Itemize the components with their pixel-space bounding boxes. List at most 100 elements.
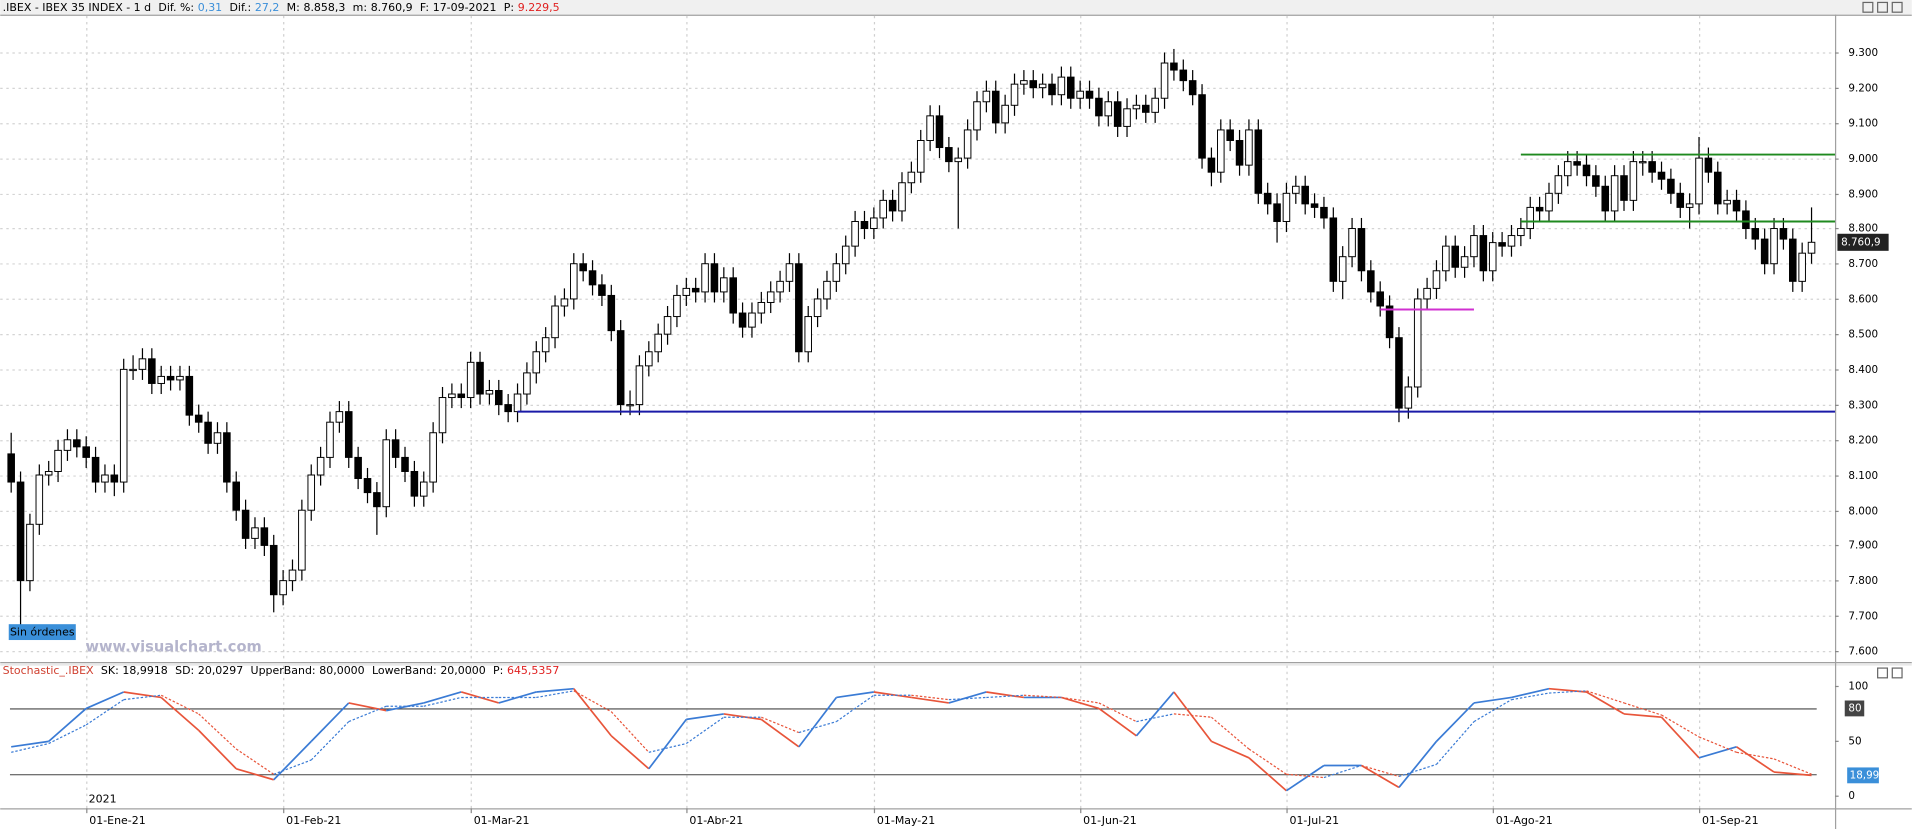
candle-body <box>1517 228 1525 237</box>
indicator-line <box>648 742 687 753</box>
candle-body <box>1507 235 1516 247</box>
candle-body <box>916 140 925 173</box>
candle-body <box>7 453 15 483</box>
indicator-line <box>1773 771 1812 777</box>
candle-body <box>663 316 672 335</box>
indicator-line <box>1173 713 1212 718</box>
candle-body <box>1582 164 1591 177</box>
indicator-header: Stochastic_.IBEX SK: 18,9918 SD: 20,0297 Uppe… <box>3 664 560 677</box>
field-value: 20,0297 <box>198 664 243 677</box>
field-value: 17-09-2021 <box>433 1 497 14</box>
minimize-button[interactable] <box>1862 1 1874 13</box>
indicator-line <box>1286 773 1324 779</box>
candle-body <box>832 263 841 282</box>
candle-body <box>1526 206 1535 230</box>
candle-body <box>1610 175 1619 212</box>
maximize-button[interactable] <box>1877 667 1889 679</box>
candle-body <box>269 544 278 596</box>
indicator-line <box>1061 696 1099 704</box>
candle-body <box>1217 129 1225 173</box>
x-tick-label: 01-Mar-21 <box>474 814 530 827</box>
band-box <box>1844 700 1865 717</box>
candle-body <box>635 365 644 406</box>
indicator-line <box>198 713 237 750</box>
x-tick-label: 01-Sep-21 <box>1702 814 1759 827</box>
indicator-line <box>1023 694 1062 699</box>
candle-body <box>495 390 503 406</box>
indicator-line <box>273 759 312 775</box>
candle-body <box>945 147 953 163</box>
watermark: www.visualchart.com <box>86 638 262 655</box>
candle-body <box>804 316 812 353</box>
indicator-line <box>986 691 1025 699</box>
y-tick-label: 8.700 <box>1848 258 1878 270</box>
candle-body <box>748 312 756 328</box>
y-tick-label: 9.300 <box>1848 47 1878 59</box>
y-tick-label: 7.700 <box>1848 610 1878 622</box>
field-value: 645,5357 <box>507 664 559 677</box>
candle-body <box>1188 80 1197 96</box>
field-value: 18,9918 <box>122 664 167 677</box>
candle-body <box>373 492 381 508</box>
x-tick-label: 01-Jul-21 <box>1289 814 1339 827</box>
candle-body <box>963 129 972 159</box>
candle-body <box>1601 185 1610 212</box>
candle-body <box>570 263 578 300</box>
candle-body <box>363 478 372 494</box>
candle-body <box>1442 245 1450 272</box>
candle-body <box>194 414 203 423</box>
candle-body <box>260 527 269 546</box>
indicator-line <box>160 696 200 732</box>
candle-body <box>1029 80 1038 89</box>
candle-body <box>101 474 109 483</box>
candle-body <box>1648 161 1656 173</box>
candle-body <box>1142 104 1150 113</box>
indicator-line <box>235 748 275 775</box>
candle-body <box>1723 199 1731 205</box>
candle-body <box>860 220 869 230</box>
indicator-line <box>798 721 837 734</box>
candle-body <box>1657 171 1666 180</box>
candle-body <box>1545 192 1553 212</box>
candle-body <box>1451 245 1459 268</box>
candle-body <box>532 351 541 374</box>
candle-body <box>1113 101 1122 127</box>
last-value-box <box>1847 767 1879 784</box>
candle-body <box>1263 192 1272 205</box>
header-bar <box>0 0 1912 15</box>
candle-body <box>1207 157 1216 173</box>
year-label: 2021 <box>89 793 117 806</box>
field-value: 0,31 <box>198 1 222 14</box>
candle-body <box>335 411 344 423</box>
candle-body <box>391 439 400 458</box>
candle-body <box>626 404 634 407</box>
close-button[interactable] <box>1891 667 1903 679</box>
candle-body <box>1770 228 1778 265</box>
candle-body <box>1742 210 1750 230</box>
candle-body <box>841 245 850 265</box>
candle-body <box>185 375 194 416</box>
last-price-label: 8.760,9 <box>1841 236 1881 248</box>
candle-body <box>213 432 222 444</box>
y-tick-label: 8.000 <box>1848 505 1878 517</box>
x-tick-label: 01-Jun-21 <box>1083 814 1137 827</box>
candle-body <box>870 217 878 230</box>
order-button[interactable] <box>8 624 76 641</box>
candle-body <box>1151 97 1159 113</box>
maximize-button[interactable] <box>1877 1 1889 13</box>
candle-body <box>148 358 156 384</box>
candle-body <box>645 351 653 367</box>
candle-body <box>1404 386 1413 409</box>
candle-body <box>1104 101 1113 117</box>
candle-body <box>1779 228 1788 240</box>
indicator-line <box>536 690 574 699</box>
candle-body <box>1085 90 1094 99</box>
candle-body <box>1385 305 1394 339</box>
close-button[interactable] <box>1891 1 1903 13</box>
candle-body <box>504 404 512 413</box>
candle-body <box>1629 161 1638 201</box>
candle-body <box>1563 161 1572 177</box>
field-label: SD: <box>175 664 194 677</box>
candle-body <box>1667 178 1675 194</box>
candle-body <box>251 527 259 539</box>
